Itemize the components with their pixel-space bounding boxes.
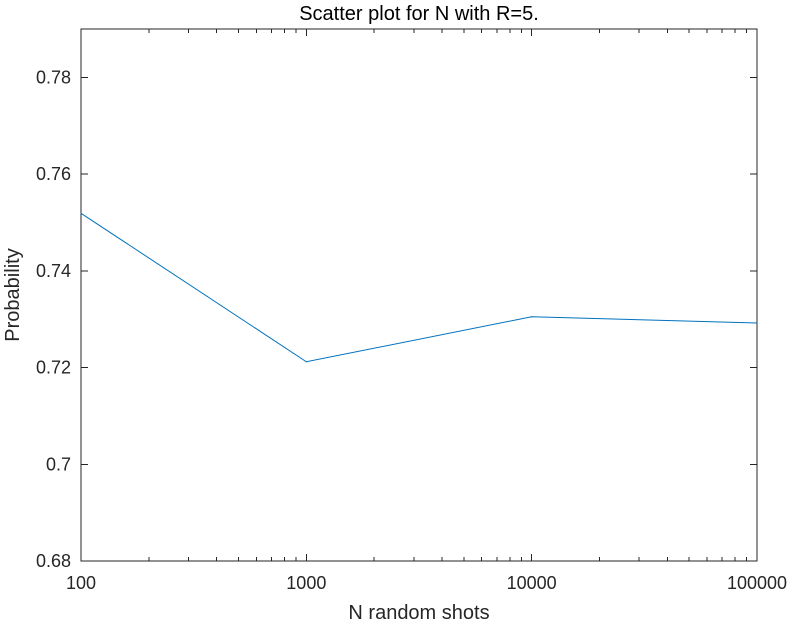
y-tick-label: 0.78 — [36, 67, 71, 87]
x-axis-label: N random shots — [348, 602, 489, 624]
chart-title: Scatter plot for N with R=5. — [299, 3, 539, 25]
y-tick-label: 0.72 — [36, 358, 71, 378]
series-line — [80, 212, 758, 363]
y-tick-label: 0.76 — [36, 164, 71, 184]
x-tick-label: 100 — [66, 573, 96, 593]
x-tick-label: 100000 — [727, 573, 787, 593]
y-tick-label: 0.74 — [36, 261, 71, 281]
minor-ticks — [148, 29, 748, 561]
x-tick-label: 1000 — [286, 573, 326, 593]
series-group — [80, 212, 758, 363]
y-tick-label: 0.7 — [46, 454, 71, 474]
y-axis-label: Probability — [2, 248, 24, 341]
plot-frame — [80, 28, 758, 562]
data-point — [531, 316, 533, 318]
data-point — [305, 361, 307, 363]
x-axis-ticks: 100 1000 10000 100000 — [66, 29, 787, 593]
data-point — [80, 212, 82, 214]
plot-area-border — [80, 28, 758, 562]
x-tick-label: 10000 — [507, 573, 557, 593]
y-axis-ticks: 0.68 0.7 0.72 0.74 0.76 0.78 — [36, 67, 757, 571]
y-tick-label: 0.68 — [36, 551, 71, 571]
data-point — [756, 322, 758, 324]
